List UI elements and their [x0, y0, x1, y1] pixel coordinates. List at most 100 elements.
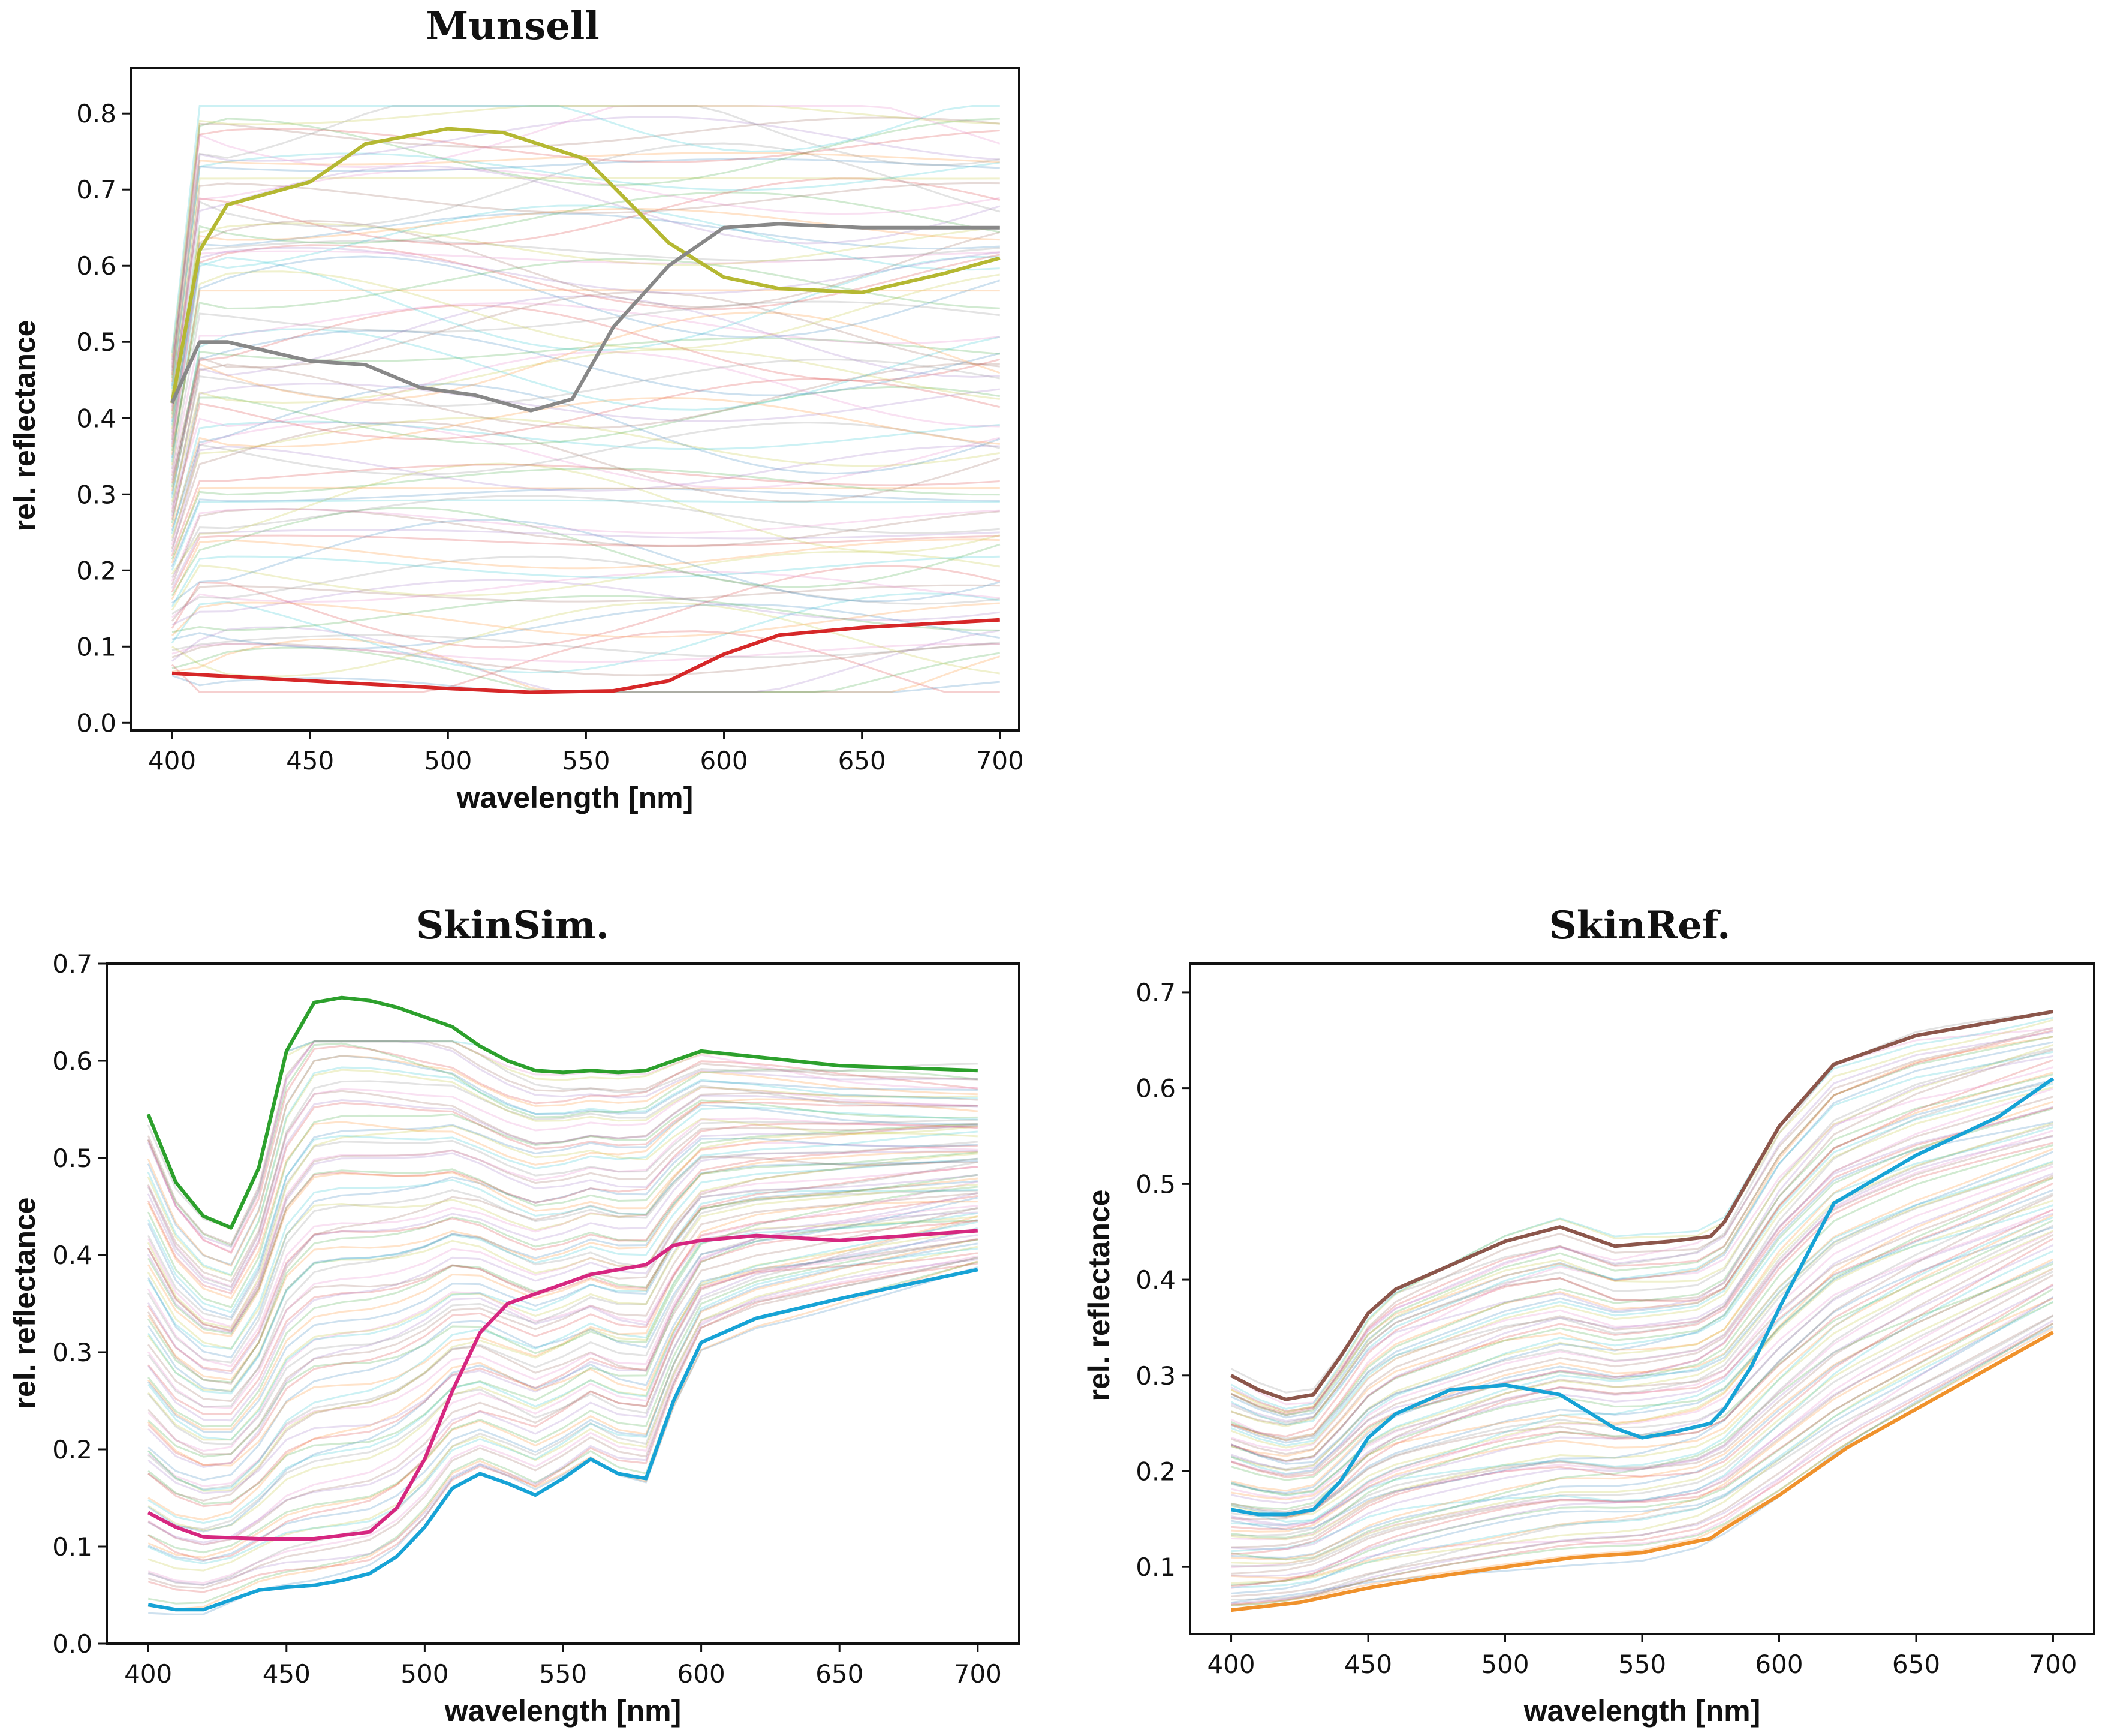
skinref-background-spectrum [1231, 1219, 2054, 1539]
skinref-y-axis: 0.1 0.2 0.3 0.4 0.5 0.6 0.7 [1136, 978, 1190, 1582]
skinsim-background-spectrum [147, 1123, 978, 1332]
munsell-x-tick-label: 700 [976, 746, 1024, 775]
skinref-background-spectrum [1231, 1301, 2054, 1584]
skinref-y-tick-label: 0.1 [1136, 1553, 1176, 1582]
munsell-y-label: rel. reflectance [8, 320, 41, 532]
skinsim-panel: SkinSim. 400 450 500 550 600 650 700 0.0 0.1 0.2… [8, 903, 1020, 1728]
skinsim-x-axis: 400 450 500 550 600 650 700 [124, 1644, 1002, 1689]
skinref-background-spectrum [1231, 1161, 2053, 1496]
skinref-background-spectrum [1231, 1214, 2054, 1533]
munsell-background-spectrum [171, 246, 1000, 444]
skinref-background-spectrum [1230, 1016, 2053, 1410]
skinref-background-spectrum [1230, 1106, 2053, 1462]
skinsim-y-tick-label: 0.7 [52, 949, 92, 979]
munsell-background-spectrum [171, 499, 1000, 571]
skinsim-background-spectrum [147, 1098, 978, 1300]
skinsim-background-spectrum [147, 1234, 978, 1544]
skinref-background-spectrum [1230, 1029, 2053, 1415]
skinref-background-spectrum [1231, 1059, 2053, 1437]
skinref-background-spectrum [1231, 1160, 2053, 1497]
skinsim-background-spectrum [147, 1080, 978, 1289]
skinsim-x-tick-label: 500 [400, 1659, 448, 1689]
munsell-background-spectrum [171, 212, 1000, 422]
munsell-background-spectrum [171, 518, 1001, 604]
munsell-series-yellow-green [170, 127, 1001, 404]
skinsim-background-spectrum [147, 1195, 978, 1466]
skinref-background-spectrum [1231, 1135, 2053, 1472]
skinref-background-spectrum [1231, 1323, 2054, 1606]
skinref-background-spectrum [1231, 1283, 2054, 1587]
munsell-background-spectrum [171, 302, 1000, 473]
munsell-background-spectrum [171, 642, 1000, 676]
skinref-background-spectrum [1231, 1100, 2053, 1457]
munsell-background-spectrum [171, 595, 1000, 633]
skinsim-background-spectrum [147, 1189, 978, 1441]
skinsim-background-spectrum [147, 1090, 978, 1283]
munsell-background-spectra [171, 105, 1001, 693]
skinsim-y-tick-label: 0.0 [52, 1629, 92, 1659]
munsell-y-tick-label: 0.6 [76, 251, 116, 281]
skinref-x-tick-label: 400 [1207, 1650, 1255, 1679]
skinref-background-spectrum [1231, 1177, 2053, 1501]
skinref-background-spectrum [1231, 1081, 2053, 1440]
skinsim-highlight-series [146, 995, 978, 1612]
munsell-background-spectrum [171, 177, 1000, 393]
munsell-series-gray [170, 222, 1000, 413]
skinref-background-spectrum [1231, 1199, 2053, 1518]
munsell-x-tick-label: 600 [700, 746, 748, 775]
skinref-background-spectrum [1230, 1126, 2053, 1475]
skinref-title: SkinRef. [1549, 903, 1731, 948]
munsell-x-tick-label: 650 [838, 746, 886, 775]
skinsim-series-green [146, 995, 978, 1230]
skinsim-background-spectrum [147, 1229, 978, 1532]
munsell-background-spectrum [171, 152, 1000, 383]
munsell-background-spectrum [171, 421, 1001, 546]
skinsim-background-spectrum [147, 1196, 978, 1481]
skinref-background-spectrum [1231, 1148, 2054, 1492]
skinsim-background-spectrum [147, 1201, 978, 1467]
skinsim-title: SkinSim. [416, 903, 609, 948]
skinsim-background-spectrum [147, 1151, 978, 1383]
munsell-background-spectrum [171, 417, 1001, 538]
skinref-background-spectrum [1231, 1322, 2054, 1606]
skinsim-background-spectrum [147, 1205, 978, 1487]
skinref-background-spectrum [1231, 1238, 2054, 1556]
skinsim-y-axis: 0.0 0.1 0.2 0.3 0.4 0.5 0.6 0.7 [52, 949, 107, 1659]
skinsim-y-tick-label: 0.4 [52, 1241, 92, 1270]
skinsim-x-label: wavelength [nm] [444, 1694, 681, 1728]
munsell-background-spectrum [171, 116, 1000, 372]
skinref-background-spectrum [1231, 1258, 2054, 1560]
skinref-series-cyan [1230, 1077, 2055, 1517]
munsell-background-spectrum [171, 222, 1000, 429]
munsell-background-spectrum [171, 291, 1000, 477]
skinsim-background-spectrum [147, 1211, 978, 1494]
skinsim-background-spectrum [147, 1040, 978, 1245]
munsell-background-spectrum [171, 240, 1000, 433]
munsell-background-spectrum [171, 462, 1001, 575]
munsell-y-tick-label: 0.0 [76, 708, 116, 738]
skinsim-x-tick-label: 550 [539, 1659, 587, 1689]
skinref-background-spectrum [1231, 1274, 2054, 1575]
skinsim-series-magenta [147, 1229, 978, 1541]
skinref-y-tick-label: 0.7 [1136, 978, 1176, 1007]
skinsim-background-spectrum [147, 1181, 978, 1452]
munsell-background-spectrum [171, 105, 1000, 353]
skinref-background-spectrum [1230, 1051, 2053, 1426]
skinsim-background-spectrum [147, 1142, 978, 1368]
skinref-background-spectrum [1231, 1296, 2054, 1590]
skinref-panel: SkinRef. 400 450 500 550 600 650 700 0.1 0.2 0.3… [1082, 903, 2095, 1728]
skinsim-background-spectrum [147, 1055, 978, 1267]
skinref-background-spectrum [1231, 1123, 2053, 1470]
skinref-background-spectrum [1230, 1121, 2053, 1465]
skinsim-background-spectrum [147, 1040, 978, 1248]
munsell-background-spectrum [171, 191, 1001, 415]
skinref-background-spectra [1230, 1012, 2054, 1606]
munsell-background-spectrum [171, 507, 1001, 597]
munsell-x-label: wavelength [nm] [456, 781, 693, 814]
munsell-background-spectrum [171, 329, 1001, 495]
munsell-background-spectrum [171, 177, 1001, 411]
skinsim-background-spectrum [147, 1123, 978, 1337]
munsell-background-spectrum [171, 584, 1000, 622]
skinsim-background-spectrum [147, 1183, 978, 1441]
skinsim-background-spectrum [147, 1252, 978, 1561]
